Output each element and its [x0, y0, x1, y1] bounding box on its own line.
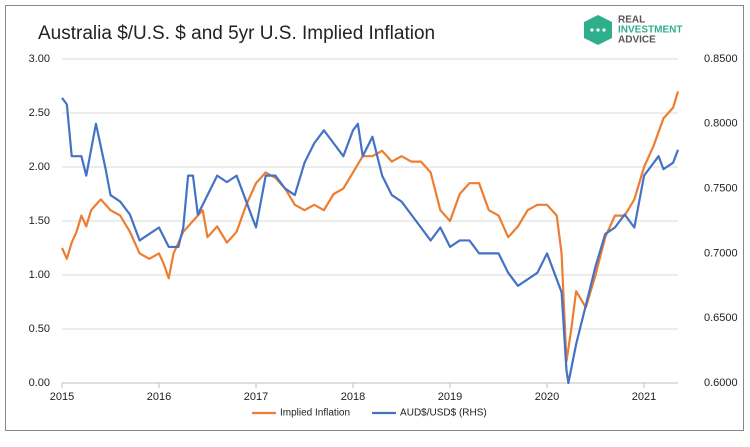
chart-title: Australia $/U.S. $ and 5yr U.S. Implied …	[38, 23, 435, 44]
y2-tick-label: 0.8500	[704, 53, 738, 65]
chart-border	[5, 5, 744, 431]
logo-dot	[596, 28, 600, 32]
data-line	[60, 91, 680, 363]
y2-tick-label: 0.6000	[704, 377, 738, 389]
legend-label: Implied Inflation	[280, 408, 350, 419]
y-tick-label: 2.50	[29, 107, 50, 119]
logo: REAL INVESTMENT ADVICE	[584, 15, 682, 46]
logo-text: REAL	[618, 15, 645, 26]
y-tick-label: 0.00	[29, 377, 50, 389]
data-line	[61, 97, 680, 385]
x-tick-label: 2021	[632, 391, 656, 403]
x-tick-label: 2017	[244, 391, 268, 403]
y2-tick-label: 0.7000	[704, 247, 738, 259]
y-tick-label: 3.00	[29, 53, 50, 65]
y2-tick-label: 0.7500	[704, 183, 738, 195]
x-tick-label: 2020	[535, 391, 559, 403]
legend-label: AUD$/USD$ (RHS)	[400, 408, 487, 419]
y2-tick-label: 0.6500	[704, 312, 738, 324]
y-tick-label: 1.00	[29, 269, 50, 281]
y-tick-label: 1.50	[29, 215, 50, 227]
logo-text: ADVICE	[618, 35, 656, 46]
x-tick-label: 2015	[50, 391, 74, 403]
x-tick-label: 2018	[341, 391, 365, 403]
x-tick-label: 2019	[438, 391, 462, 403]
x-tick-label: 2016	[147, 391, 171, 403]
logo-dot	[590, 28, 594, 32]
y-tick-label: 2.00	[29, 161, 50, 173]
y-tick-label: 0.50	[29, 323, 50, 335]
logo-dot	[602, 28, 606, 32]
y2-tick-label: 0.8000	[704, 118, 738, 130]
logo-text: INVESTMENT	[618, 25, 682, 36]
